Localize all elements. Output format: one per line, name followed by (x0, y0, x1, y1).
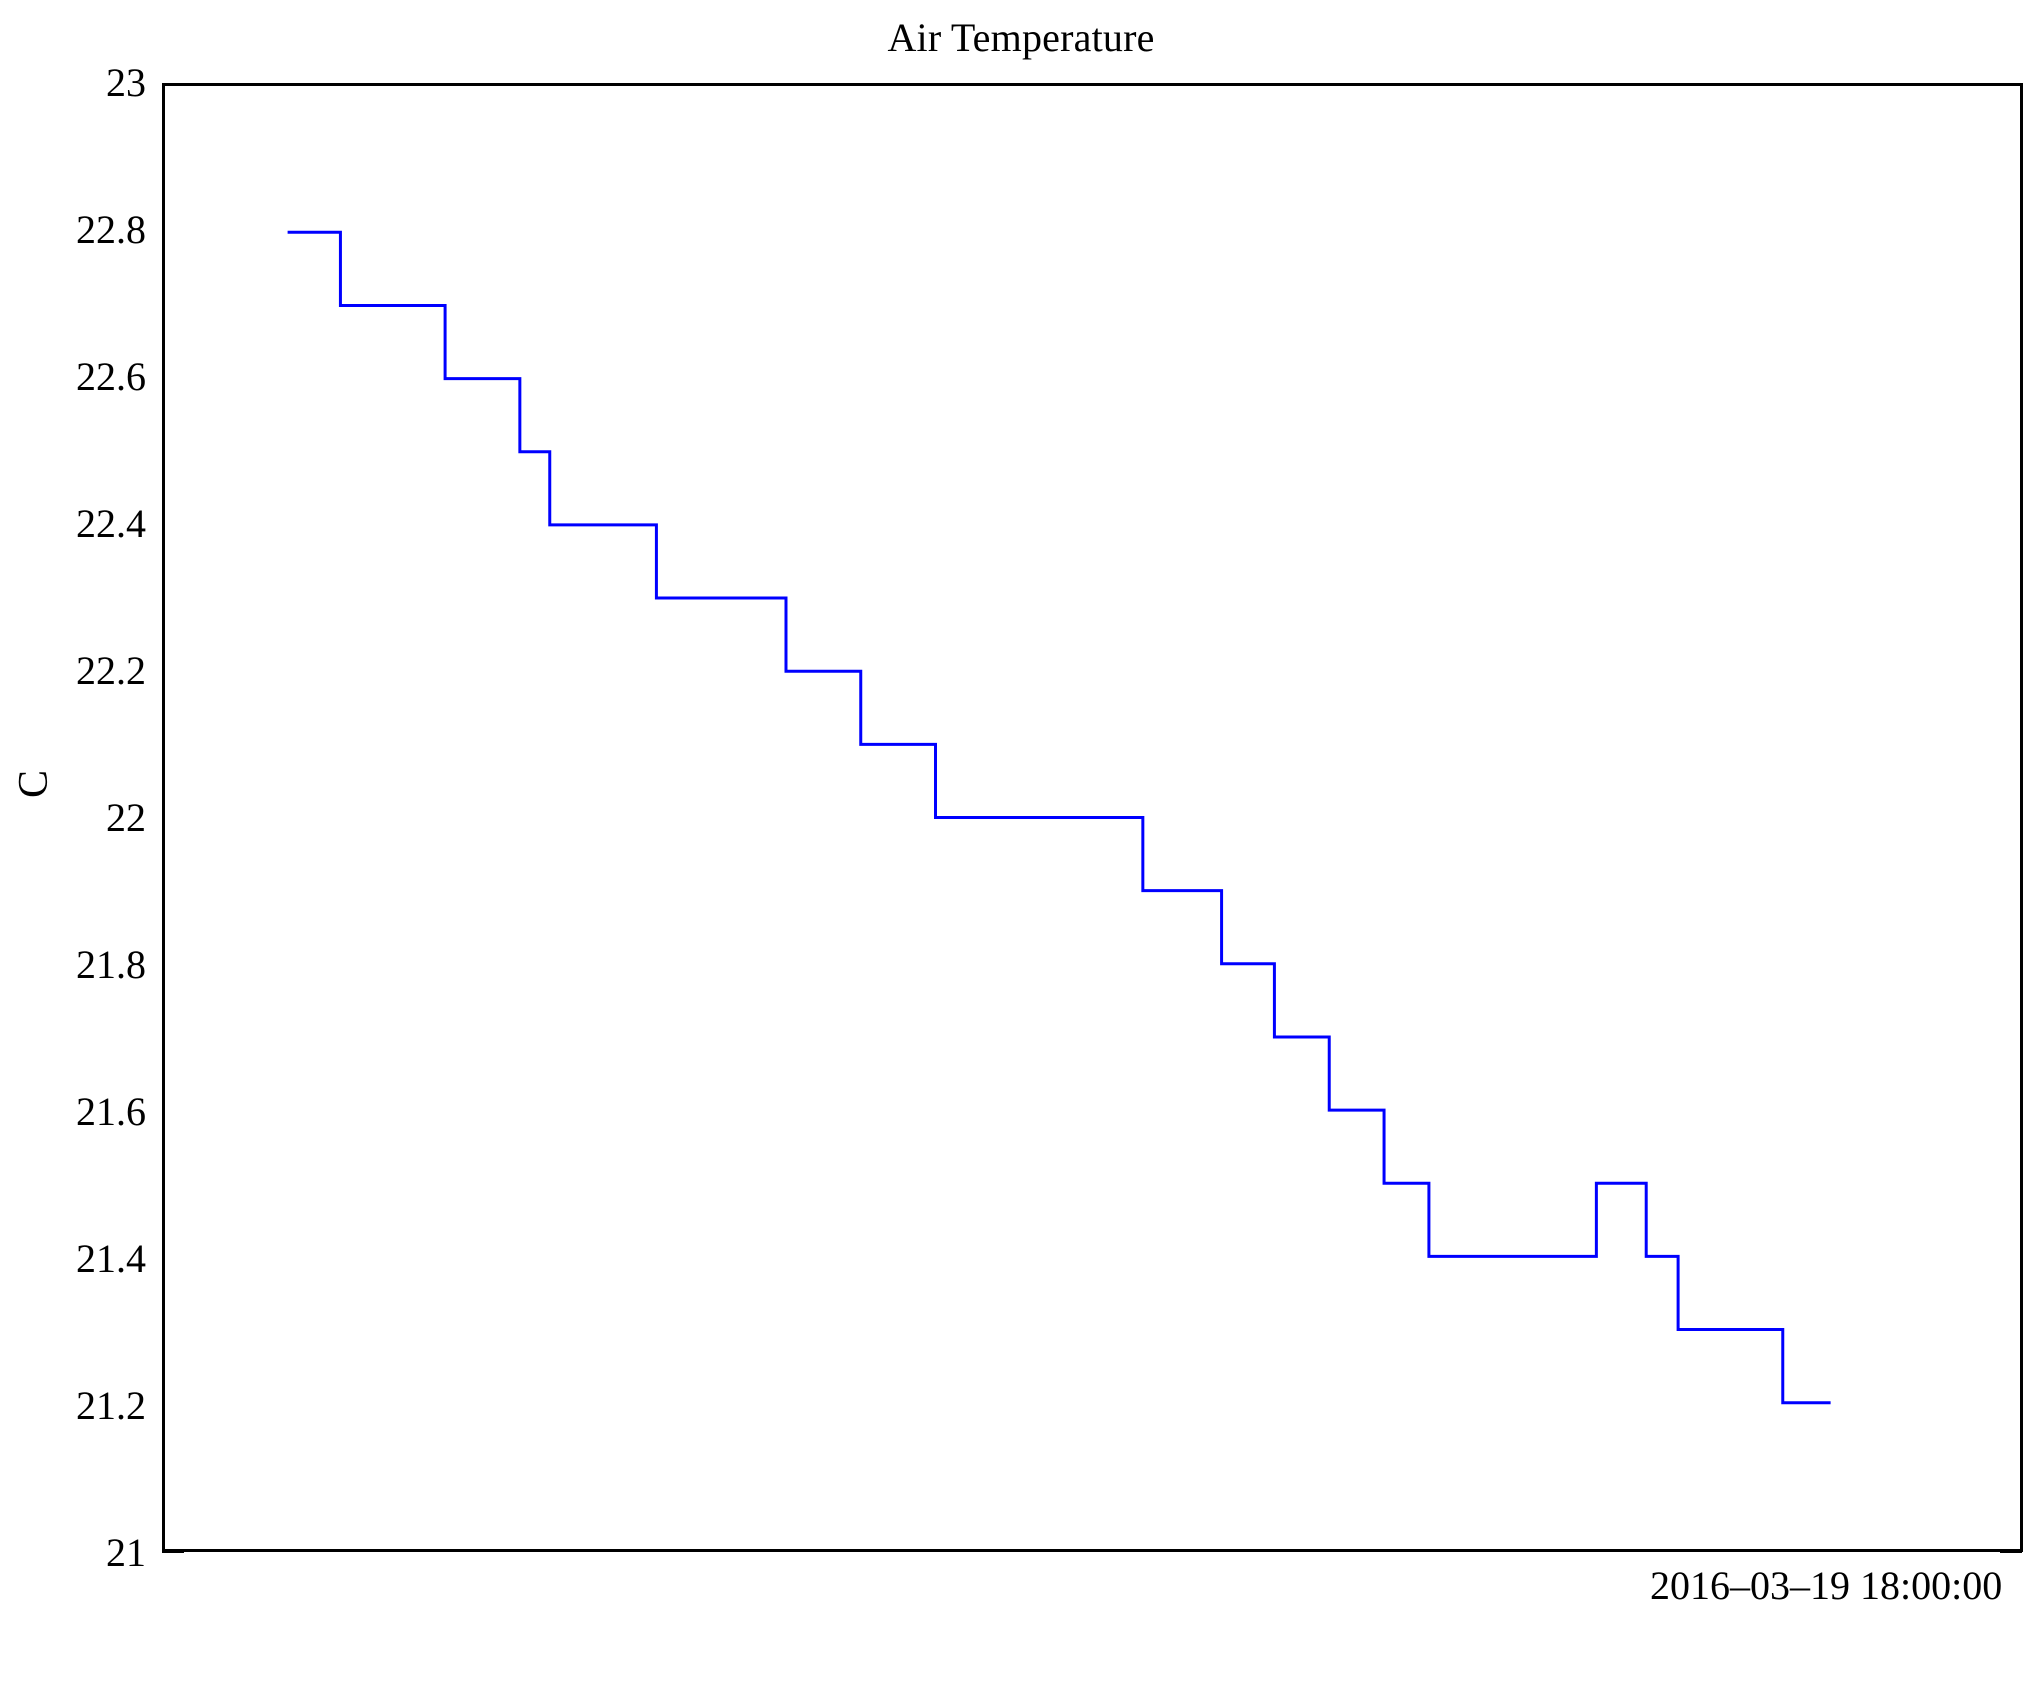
y-tick-label-22: 22 (106, 795, 146, 840)
y-tick-label-21-4: 21.4 (76, 1236, 146, 1281)
y-tick-label-22-4: 22.4 (76, 501, 146, 546)
y-tick-label-21-6: 21.6 (76, 1089, 146, 1134)
x-axis-tick-label: 2016–03–19 18:00:00 (1650, 1563, 2003, 1608)
y-tick-label-22-2: 22.2 (76, 648, 146, 693)
y-tick-label-21-2: 21.2 (76, 1383, 146, 1428)
chart-title: Air Temperature (887, 15, 1155, 60)
y-tick-label-22-8: 22.8 (76, 207, 146, 252)
y-tick-label-22-6: 22.6 (76, 354, 146, 399)
y-tick-label-23: 23 (106, 60, 146, 105)
y-tick-label-21-8: 21.8 (76, 942, 146, 987)
y-tick-label-21: 21 (106, 1530, 146, 1575)
temperature-step-line (287, 230, 1831, 1405)
plot-area (162, 83, 2023, 1552)
data-plot (287, 230, 1831, 1405)
y-axis-tick-labels: 23 22.8 22.6 22.4 22.2 22 21.8 21.6 21.4… (0, 0, 146, 1683)
